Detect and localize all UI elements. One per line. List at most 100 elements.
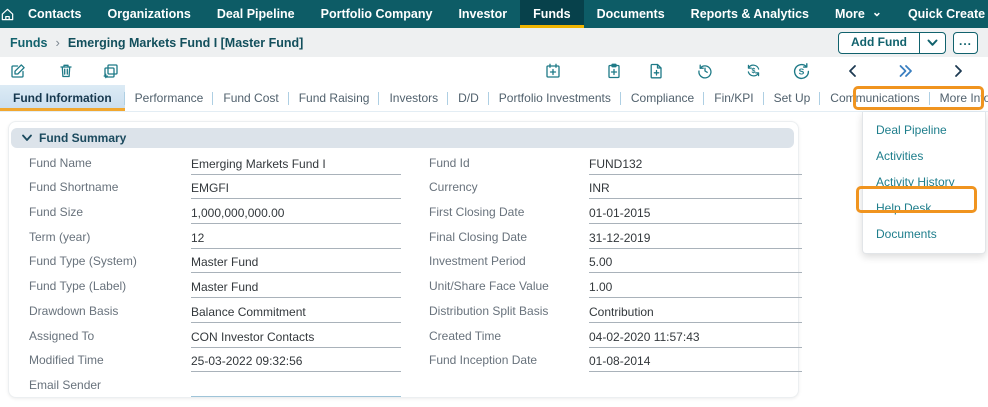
field-label: Final Closing Date [429, 229, 528, 244]
tab[interactable]: Fund Information [0, 85, 125, 111]
field-label: Fund Size [29, 205, 84, 220]
tab[interactable]: Fin/KPI [704, 85, 764, 111]
tab[interactable]: Fund Raising [289, 85, 380, 111]
field-value: Emerging Markets Fund I [191, 157, 401, 175]
field-value: 1.00 [589, 280, 802, 299]
tab[interactable]: Performance [125, 85, 214, 111]
home-icon[interactable] [0, 0, 15, 28]
tab[interactable]: D/D [448, 85, 489, 111]
field-row: Currency INR [429, 175, 802, 200]
field-value [191, 381, 401, 397]
field-row: Fund Size 1,000,000,000.00 [29, 199, 401, 225]
field-value: FUND132 [589, 157, 802, 175]
menu-item[interactable]: Documents [876, 227, 937, 241]
clone-icon[interactable] [103, 63, 121, 79]
history-icon[interactable] [697, 63, 715, 79]
field-label: Email Sender [29, 377, 102, 392]
field-value: 31-12-2019 [589, 231, 802, 249]
nav-items: Contacts Organizations Deal Pipeline Portfo… [15, 0, 988, 28]
field-value: 01-08-2014 [589, 354, 802, 373]
field-row: Term (year) 12 [29, 224, 401, 249]
field-row: Email Sender [29, 372, 401, 397]
svg-text:$: $ [752, 68, 756, 75]
menu-item[interactable]: Deal Pipeline [876, 123, 947, 137]
add-fund-split-button: Add Fund [838, 31, 946, 54]
field-row: Assigned To CON Investor Contacts [29, 323, 401, 348]
field-value: EMGFI [191, 181, 401, 200]
more-actions-button[interactable]: ... [953, 31, 978, 54]
field-row: Drawdown Basis Balance Commitment [29, 298, 401, 323]
field-label: Fund Inception Date [429, 353, 538, 368]
field-label: Fund Type (System) [29, 254, 137, 269]
menu-item[interactable]: Activities [876, 149, 924, 163]
nav-item[interactable]: Reports & Analytics [690, 7, 809, 21]
tab[interactable]: Investors [379, 85, 448, 111]
add-task-icon[interactable] [606, 63, 624, 79]
field-value: Balance Commitment [191, 305, 401, 323]
nav-item[interactable]: Deal Pipeline [216, 7, 295, 21]
field-value: 04-02-2020 11:57:43 [589, 330, 802, 348]
add-fund-button[interactable]: Add Fund [851, 34, 907, 49]
field-row: Final Closing Date 31-12-2019 [429, 224, 802, 249]
field-label: Modified Time [29, 353, 104, 368]
breadcrumb-separator: › [55, 35, 60, 50]
currency-refresh-icon[interactable]: $ [746, 63, 764, 79]
chevron-right-icon[interactable] [950, 63, 968, 79]
field-row: Fund Type (Label) Master Fund [29, 273, 401, 299]
field-value: 5.00 [589, 255, 802, 274]
nav-item[interactable]: Quick Create [895, 0, 988, 28]
breadcrumb-section[interactable]: Funds [10, 35, 48, 50]
nav-item[interactable]: Organizations [107, 7, 191, 21]
field-row: Distribution Split Basis Contribution [429, 298, 802, 323]
nav-item[interactable]: Investor [458, 7, 508, 21]
tab[interactable]: Compliance [621, 85, 705, 111]
tab[interactable]: Portfolio Investments [489, 85, 621, 111]
breadcrumb-bar: Funds › Emerging Markets Fund I [Master … [0, 28, 988, 57]
delete-icon[interactable] [58, 63, 76, 79]
field-label: Created Time [429, 328, 502, 343]
field-value: Contribution [589, 305, 802, 323]
field-row: Fund Type (System) Master Fund [29, 249, 401, 274]
nav-item[interactable]: Contacts [28, 7, 82, 21]
field-row: Fund Shortname EMGFI [29, 175, 401, 200]
field-label: Fund Shortname [29, 180, 119, 195]
svg-text:S: S [799, 66, 805, 76]
menu-item[interactable]: Activity History [876, 175, 955, 189]
field-row: Fund Name Emerging Markets Fund I [29, 150, 401, 175]
add-event-icon[interactable] [545, 63, 563, 79]
double-chevron-right-icon[interactable] [897, 63, 915, 79]
field-row: Fund Inception Date 01-08-2014 [429, 348, 802, 373]
field-row: Fund Id FUND132 [429, 150, 802, 175]
nav-item[interactable]: Funds [520, 0, 584, 28]
nav-item[interactable]: Portfolio Company [320, 7, 433, 21]
menu-item[interactable]: Help Desk [876, 201, 932, 215]
field-row: Modified Time 25-03-2022 09:32:56 [29, 348, 401, 373]
field-label: Distribution Split Basis [429, 303, 549, 318]
fund-summary-panel: Fund Summary Fund Name Emerging Markets … [8, 121, 802, 398]
field-label: First Closing Date [429, 205, 525, 220]
field-label: Currency [429, 180, 478, 195]
field-label: Fund Name [29, 155, 92, 170]
tab[interactable]: Set Up [764, 85, 821, 111]
add-fund-dropdown-button[interactable] [919, 32, 945, 53]
fund-summary-header[interactable]: Fund Summary [11, 128, 794, 148]
field-label: Investment Period [429, 254, 526, 269]
tab[interactable]: Communications [820, 85, 931, 111]
field-value: 12 [191, 231, 401, 249]
edit-icon[interactable] [10, 63, 28, 79]
add-document-icon[interactable] [648, 63, 666, 79]
field-value: Master Fund [191, 280, 401, 299]
tab[interactable]: Fund Cost [213, 85, 290, 111]
fields-column-right: Fund Id FUND132 Currency INR First Closi… [429, 150, 802, 373]
field-label: Fund Type (Label) [29, 279, 127, 294]
field-label: Unit/Share Face Value [429, 279, 549, 294]
collapse-chevron-icon [22, 134, 32, 141]
nav-item[interactable]: Documents [596, 7, 665, 21]
tab[interactable]: More Information [939, 91, 988, 105]
field-row: Created Time 04-02-2020 11:57:43 [429, 323, 802, 348]
currency-refresh-alt-icon[interactable]: S [793, 63, 811, 80]
chevron-left-icon[interactable] [845, 63, 863, 79]
field-value: CON Investor Contacts [191, 330, 401, 348]
nav-item[interactable]: More [822, 0, 895, 28]
field-label: Term (year) [29, 229, 91, 244]
